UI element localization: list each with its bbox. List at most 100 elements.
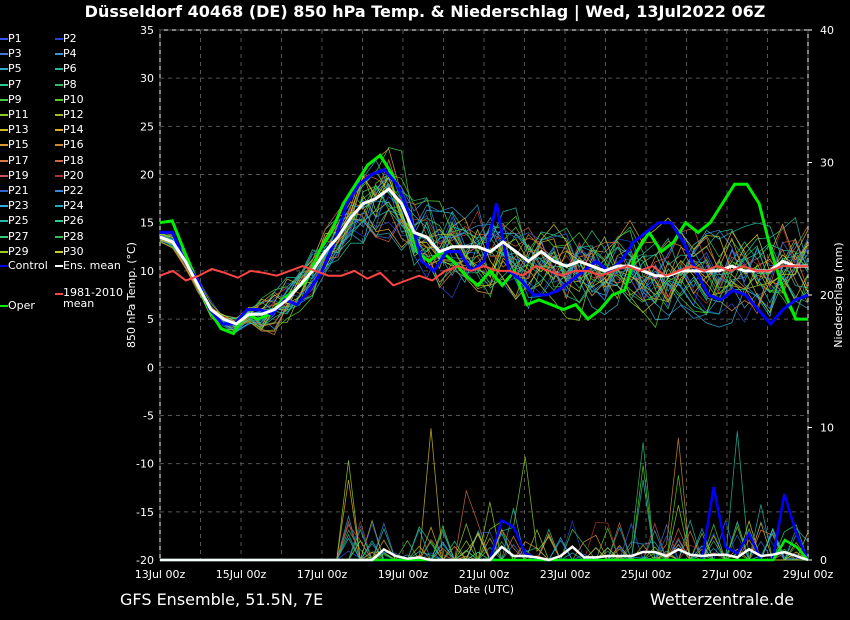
legend-label: P2	[63, 32, 77, 45]
legend-swatch	[0, 265, 8, 267]
y-tick-label-left: 35	[140, 24, 154, 37]
legend-swatch	[55, 205, 63, 208]
legend-swatch	[55, 114, 63, 116]
legend-label: P18	[63, 153, 84, 167]
legend-label: P5	[8, 62, 22, 76]
member-temp-line	[159, 168, 809, 330]
y-tick-label-right: 10	[820, 422, 834, 435]
legend-label: P19	[8, 168, 29, 182]
legend-label: P4	[63, 47, 77, 61]
legend-swatch	[55, 235, 63, 238]
y-tick-label-left: 30	[140, 72, 154, 85]
x-tick-label: 23Jul 00z	[540, 568, 591, 581]
member-temp-line	[159, 176, 809, 327]
legend-swatch	[55, 68, 63, 71]
legend-swatch	[0, 53, 8, 56]
legend-label: P24	[63, 199, 84, 213]
legend-label: P26	[63, 214, 84, 228]
legend-label: P20	[63, 168, 84, 182]
legend-swatch	[55, 265, 63, 267]
legend-label: P7	[8, 77, 22, 91]
legend-swatch	[0, 235, 8, 238]
y-tick-label-left: -15	[136, 506, 154, 519]
legend-label: P23	[8, 199, 29, 213]
chart-title: Düsseldorf 40468 (DE) 850 hPa Temp. & Ni…	[84, 2, 766, 21]
member-temp-line	[159, 173, 809, 332]
y-tick-label-left: -5	[143, 409, 154, 422]
legend-label: P22	[63, 184, 84, 197]
legend-label: P27	[8, 229, 29, 243]
legend-label: P11	[8, 108, 29, 121]
legend-label: P21	[8, 184, 29, 197]
series-temp-oper	[159, 153, 808, 336]
x-tick-label: 19Jul 00z	[378, 568, 429, 581]
legend-swatch	[0, 68, 8, 71]
legend-swatch	[55, 174, 63, 177]
y-axis-label-right: Niederschlag (mm)	[832, 242, 845, 347]
legend-label: P17	[8, 153, 29, 167]
legend-label: Oper	[8, 299, 35, 312]
member-temp-line	[159, 159, 809, 333]
legend-label: P3	[8, 47, 22, 61]
legend-label: P16	[63, 138, 84, 152]
legend-label: P30	[63, 244, 84, 258]
x-tick-label: 29Jul 00z	[783, 568, 834, 581]
legend-swatch	[55, 38, 63, 40]
legend-label: P13	[8, 123, 29, 137]
legend-swatch	[55, 190, 63, 192]
legend-swatch	[0, 38, 8, 40]
x-tick-label: 27Jul 00z	[702, 568, 753, 581]
legend-label: 1981-2010 mean	[63, 286, 123, 310]
legend-label: P29	[8, 244, 29, 258]
series-temp-1981-2010-mean	[159, 264, 808, 287]
series-precip-ens-mean	[160, 545, 809, 562]
x-axis-label: Date (UTC)	[454, 583, 514, 596]
legend-label: P28	[63, 229, 84, 243]
legend-label: P25	[8, 214, 29, 228]
y-tick-label-right: 0	[820, 554, 827, 567]
legend-swatch	[0, 129, 8, 132]
member-temp-line	[159, 187, 809, 326]
legend-label: P12	[63, 108, 84, 121]
legend-swatch	[0, 220, 8, 223]
legend-swatch	[0, 159, 8, 162]
legend-label: P6	[63, 62, 77, 76]
x-tick-label: 17Jul 00z	[297, 568, 348, 581]
legend-swatch	[0, 98, 8, 101]
legend-swatch	[55, 83, 63, 86]
member-temp-line	[159, 221, 809, 333]
legend-label: P10	[63, 92, 84, 106]
legend-label: P9	[8, 92, 22, 106]
y-tick-label-right: 20	[820, 289, 834, 302]
legend-swatch	[55, 220, 63, 223]
legend-swatch	[55, 250, 63, 253]
legend-swatch	[0, 305, 8, 307]
legend-label: P1	[8, 32, 22, 45]
legend-swatch	[0, 114, 8, 116]
legend-label: P15	[8, 138, 29, 152]
legend-swatch	[55, 98, 63, 101]
y-tick-label-left: -20	[136, 554, 154, 567]
legend-label: Ens. mean	[63, 259, 121, 272]
member-temp-line	[159, 177, 809, 328]
source-credit: Wetterzentrale.de	[650, 590, 795, 609]
legend-swatch	[0, 205, 8, 208]
member-temp-line	[159, 175, 809, 323]
y-tick-label-right: 40	[820, 24, 834, 37]
y-tick-label-left: 25	[140, 120, 154, 133]
legend-label: P14	[63, 123, 84, 137]
model-info: GFS Ensemble, 51.5N, 7E	[120, 590, 324, 609]
y-tick-label-left: 5	[147, 313, 154, 326]
y-axis-label-left: 850 hPa Temp. (°C)	[125, 242, 138, 348]
x-tick-label: 25Jul 00z	[621, 568, 672, 581]
y-tick-label-left: -10	[136, 458, 154, 471]
y-tick-label-left: 20	[140, 169, 154, 182]
legend-swatch	[0, 144, 8, 147]
x-tick-label: 21Jul 00z	[459, 568, 510, 581]
legend-label: Control	[8, 259, 48, 272]
legend-swatch	[0, 190, 8, 192]
legend-swatch	[55, 293, 63, 295]
legend-label: P8	[63, 77, 77, 91]
legend-swatch	[55, 144, 63, 147]
legend-swatch	[0, 83, 8, 86]
